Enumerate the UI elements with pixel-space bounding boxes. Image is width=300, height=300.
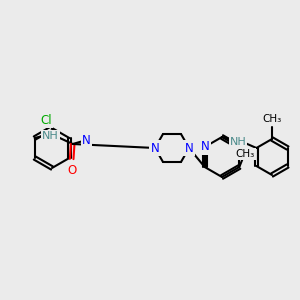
Text: N: N bbox=[151, 142, 159, 154]
Text: NH: NH bbox=[42, 131, 59, 141]
Text: NH: NH bbox=[230, 137, 246, 147]
Text: O: O bbox=[67, 164, 76, 178]
Text: CH₃: CH₃ bbox=[236, 149, 255, 159]
Text: Cl: Cl bbox=[40, 113, 52, 127]
Text: N: N bbox=[236, 140, 245, 154]
Text: N: N bbox=[82, 134, 91, 146]
Text: CH₃: CH₃ bbox=[262, 114, 282, 124]
Text: N: N bbox=[184, 142, 194, 154]
Text: N: N bbox=[201, 140, 210, 154]
